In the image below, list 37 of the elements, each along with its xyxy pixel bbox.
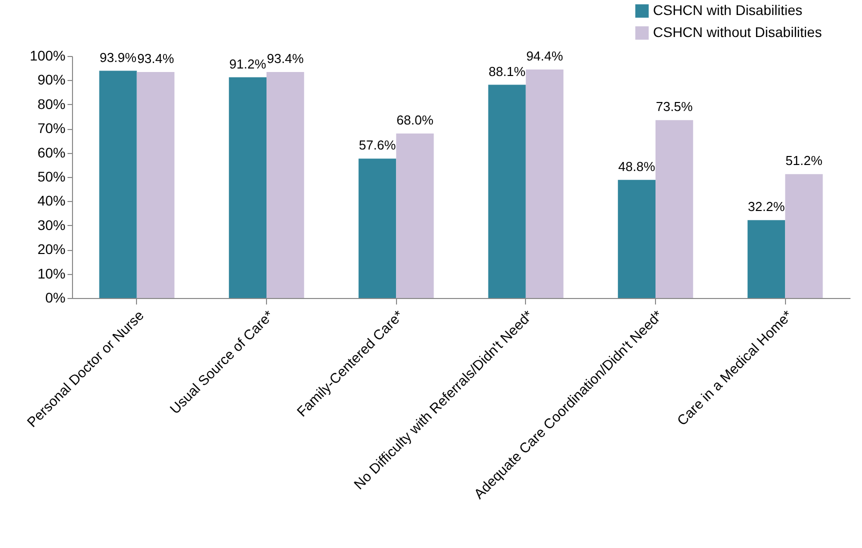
y-tick-label: 30% xyxy=(37,216,66,233)
y-tick-label: 0% xyxy=(45,290,66,306)
data-label: 48.8% xyxy=(618,158,656,174)
data-label: 68.0% xyxy=(396,112,434,128)
y-tick-label: 70% xyxy=(37,120,66,136)
bar xyxy=(266,72,304,298)
y-tick-label: 10% xyxy=(37,265,66,282)
bar xyxy=(785,174,823,298)
data-label: 91.2% xyxy=(229,56,267,72)
data-label: 94.4% xyxy=(526,48,564,64)
y-tick-label: 90% xyxy=(37,72,66,88)
bar xyxy=(228,77,266,298)
legend-label: CSHCN with Disabilities xyxy=(653,2,802,18)
bar xyxy=(618,180,656,298)
legend-label: CSHCN without Disabilities xyxy=(653,24,822,40)
data-label: 51.2% xyxy=(786,153,823,168)
y-tick-label: 20% xyxy=(37,241,66,258)
bar xyxy=(358,158,396,298)
y-tick-label: 40% xyxy=(37,192,66,209)
y-tick-label: 50% xyxy=(37,168,66,184)
bar xyxy=(488,84,526,298)
data-label: 57.6% xyxy=(358,138,396,153)
y-tick-label: 100% xyxy=(30,48,66,64)
y-tick-label: 80% xyxy=(37,96,66,112)
bar xyxy=(136,72,174,298)
data-label: 93.4% xyxy=(266,50,304,66)
data-label: 73.5% xyxy=(656,99,694,114)
bar xyxy=(99,70,137,298)
data-label: 88.1% xyxy=(488,64,526,79)
bar xyxy=(396,133,434,298)
bar xyxy=(748,220,786,298)
bar xyxy=(656,120,694,298)
data-label: 32.2% xyxy=(748,199,786,214)
data-label: 93.9% xyxy=(100,50,137,65)
bar xyxy=(526,70,564,298)
y-tick-label: 60% xyxy=(37,144,66,160)
data-label: 93.4% xyxy=(137,50,174,66)
